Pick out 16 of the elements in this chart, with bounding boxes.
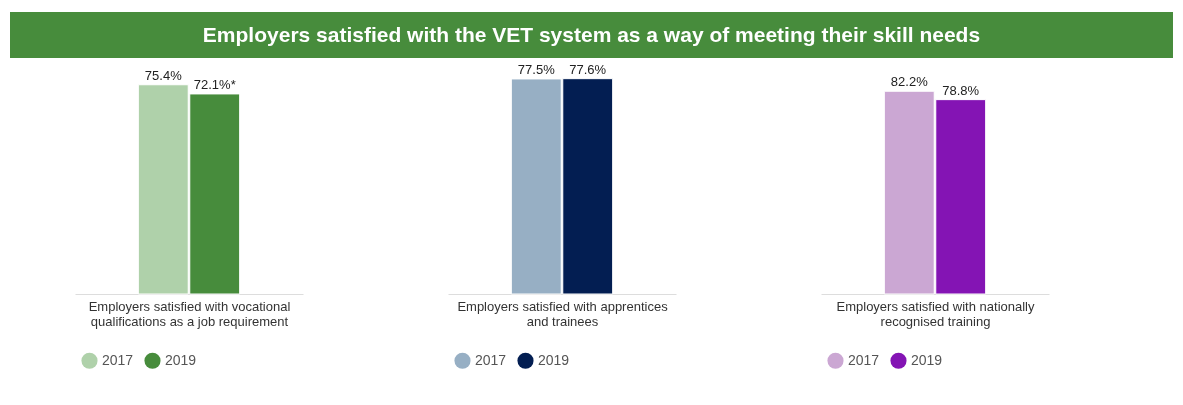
legend-label: 2019	[165, 351, 197, 368]
data-label: 77.5%	[517, 61, 556, 77]
legend-label: 2019	[911, 351, 943, 368]
legend-label: 2017	[475, 351, 507, 368]
legend-label: 2017	[102, 351, 134, 368]
text: Employers satisfied with the VET system as a way of meeting their skill needs	[10, 12, 1173, 58]
legend-label: 2019	[538, 351, 570, 368]
data-label: 77.6%	[569, 61, 607, 77]
data-label: 72.1%*	[193, 76, 236, 92]
x-axis-title: Employers satisfied with apprentices and trainees	[457, 298, 669, 329]
data-label: 82.2%	[890, 74, 929, 90]
x-axis-title: Employers satisfied with nationally recognised training	[836, 298, 1035, 329]
data-label: 75.4%	[144, 67, 183, 83]
legend-label: 2017	[848, 351, 880, 368]
x-axis-title: Employers satisfied with vocational qualifications as a job requirement	[88, 298, 291, 329]
data-label: 78.8%	[942, 82, 980, 98]
